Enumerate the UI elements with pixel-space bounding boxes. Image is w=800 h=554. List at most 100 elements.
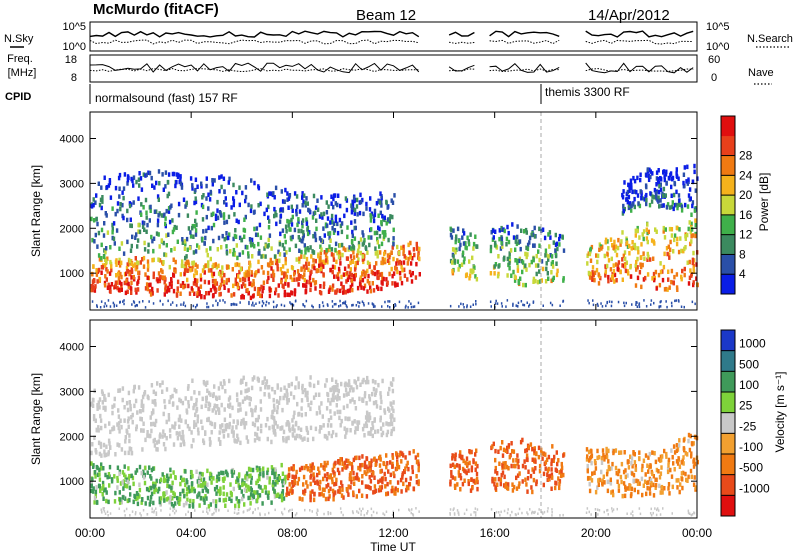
- scatter-cell: [632, 472, 636, 478]
- scatter-cell: [353, 419, 356, 424]
- scatter-cell: [165, 490, 168, 495]
- scatter-cell: [165, 208, 168, 214]
- scatter-cell: [95, 193, 98, 198]
- scatter-cell: [135, 264, 139, 270]
- scatter-cell: [215, 508, 218, 511]
- scatter-cell: [164, 252, 168, 258]
- scatter-cell: [246, 509, 249, 512]
- scatter-cell: [501, 464, 504, 469]
- scatter-cell: [127, 466, 130, 471]
- scatter-cell: [472, 478, 475, 484]
- scatter-cell: [207, 290, 211, 296]
- scatter-cell: [125, 400, 129, 406]
- scatter-cell: [98, 202, 102, 208]
- scatter-cell: [602, 474, 605, 479]
- scatter-cell: [499, 445, 502, 451]
- scatter-cell: [627, 465, 631, 470]
- scatter-cell: [384, 484, 387, 489]
- scatter-cell: [398, 259, 401, 265]
- scatter-cell: [352, 511, 354, 515]
- scatter-cell: [461, 454, 464, 460]
- scatter-cell: [304, 247, 307, 252]
- scatter-cell: [515, 458, 518, 463]
- scatter-cell: [126, 419, 130, 424]
- noise-left-tick-bottom: 10^0: [62, 41, 86, 53]
- scatter-cell: [387, 237, 390, 243]
- scatter-cell: [128, 497, 131, 503]
- scatter-cell: [121, 386, 125, 391]
- scatter-cell: [98, 276, 102, 282]
- scatter-cell: [312, 258, 315, 263]
- scatter-cell: [290, 291, 294, 296]
- scatter-cell: [246, 288, 249, 293]
- scatter-cell: [238, 262, 241, 268]
- scatter-cell: [278, 252, 282, 257]
- scatter-cell: [361, 277, 365, 283]
- scatter-cell: [402, 244, 405, 250]
- scatter-cell: [458, 453, 461, 459]
- scatter-cell: [642, 483, 645, 488]
- scatter-cell: [512, 304, 514, 307]
- scatter-cell: [367, 418, 371, 423]
- scatter-cell: [368, 397, 372, 402]
- scatter-cell: [155, 513, 158, 516]
- scatter-cell: [505, 305, 507, 308]
- scatter-cell: [497, 476, 501, 482]
- scatter-cell: [375, 230, 379, 236]
- scatter-cell: [204, 382, 208, 387]
- scatter-cell: [525, 230, 528, 235]
- scatter-cell: [527, 512, 529, 516]
- scatter-cell: [392, 377, 395, 382]
- scatter-cell: [381, 281, 384, 286]
- scatter-cell: [534, 278, 537, 284]
- scatter-cell: [372, 303, 375, 307]
- scatter-cell: [205, 176, 208, 181]
- scatter-cell: [463, 468, 466, 473]
- scatter-cell: [190, 485, 193, 490]
- scatter-cell: [668, 176, 671, 181]
- scatter-cell: [393, 473, 396, 479]
- scatter-cell: [390, 266, 393, 272]
- scatter-cell: [295, 376, 298, 381]
- scatter-cell: [148, 502, 151, 507]
- scatter-cell: [288, 510, 290, 513]
- scatter-cell: [160, 238, 163, 243]
- scatter-cell: [287, 473, 291, 478]
- scatter-cell: [682, 172, 686, 177]
- scatter-cell: [106, 230, 110, 235]
- freq-trace: [489, 63, 560, 73]
- scatter-cell: [499, 246, 503, 251]
- scatter-cell: [195, 210, 198, 215]
- scatter-cell: [312, 472, 315, 477]
- scatter-cell: [691, 257, 695, 263]
- scatter-cell: [312, 465, 316, 471]
- scatter-cell: [507, 443, 511, 448]
- scatter-cell: [305, 265, 308, 270]
- scatter-cell: [655, 191, 658, 196]
- scatter-cell: [474, 461, 478, 466]
- scatter-cell: [100, 462, 103, 467]
- scatter-cell: [506, 256, 509, 262]
- scatter-cell: [228, 496, 231, 501]
- scatter-cell: [365, 471, 368, 477]
- scatter-cell: [670, 279, 673, 285]
- scatter-cell: [230, 205, 233, 210]
- scatter-cell: [137, 222, 140, 228]
- scatter-cell: [100, 227, 104, 233]
- scatter-cell: [532, 257, 535, 263]
- scatter-cell: [516, 258, 519, 264]
- scatter-cell: [194, 249, 198, 254]
- scatter-cell: [386, 253, 390, 258]
- scatter-cell: [118, 257, 121, 263]
- scatter-cell: [168, 484, 171, 489]
- scatter-cell: [342, 302, 344, 305]
- scatter-cell: [650, 514, 653, 517]
- scatter-cell: [666, 305, 668, 309]
- scatter-cell: [650, 481, 653, 486]
- scatter-cell: [547, 257, 550, 262]
- scatter-cell: [92, 202, 95, 208]
- scatter-cell: [586, 468, 589, 474]
- scatter-cell: [139, 416, 142, 422]
